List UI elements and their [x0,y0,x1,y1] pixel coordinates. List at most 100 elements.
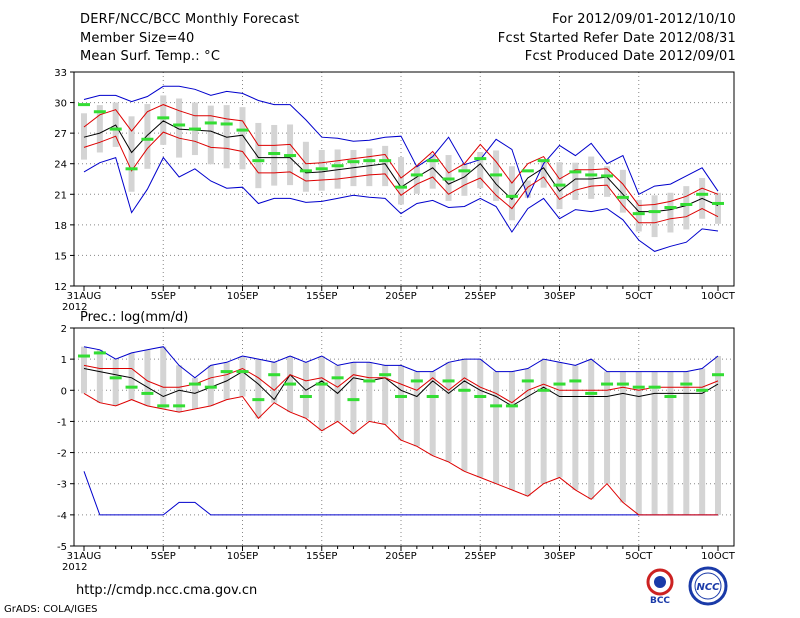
prec-spread-box [477,359,484,478]
prec-observation-mark [252,398,265,402]
temp-spread-box [271,124,278,186]
prec-observation-mark [648,385,661,389]
prec-spread-box [619,371,626,503]
temp-observation-mark [204,121,217,125]
prec-y-tick-label: 2 [61,324,67,335]
temp-y-tick-label: 33 [54,68,67,79]
temp-observation-mark [696,192,709,196]
prec-max-blue-line [83,346,719,379]
temp-spread-box [160,95,167,145]
temp-x-tick-label: 25SEP [465,291,496,302]
temp-spread-box [128,116,135,192]
prec-x-tick-label: 5OCT [625,551,653,562]
temp-observation-mark [537,159,550,163]
temp-spread-box [651,195,658,238]
prec-observation-mark [616,382,629,386]
temp-spread-box [366,148,373,187]
prec-x-tick-label: 10SEP [227,551,258,562]
temp-spread-box [255,122,262,189]
prec-x-tick-label: 31AUG [67,551,102,562]
temp-spread-box [572,162,579,200]
temp-y-tick-label: 18 [54,221,67,232]
temp-y-tick-label: 30 [54,99,67,110]
temp-spread-box [398,157,404,205]
prec-observation-mark [204,385,217,389]
temp-spread-box [683,186,690,230]
prec-observation-mark [569,379,582,383]
temp-spread-box [619,169,626,213]
temp-spread-box [604,166,611,197]
temp-spread-box [540,160,547,188]
prec-observation-mark [505,404,518,408]
temp-spread-box [96,105,103,153]
prec-observation-mark [521,379,534,383]
prec-observation-mark [331,376,344,380]
prec-min-spread-line [83,392,718,516]
prec-spread-box [96,349,103,403]
temp-spread-box [81,113,87,160]
temp-spread-box [239,107,246,170]
temp-observation-mark [680,202,693,206]
temp-y-tick-label: 27 [54,129,67,140]
prec-spread-box [239,356,246,397]
prec-spread-box [683,371,690,515]
temp-y-tick-label: 15 [54,251,67,262]
prec-observation-mark [141,391,154,395]
prec-observation-mark [585,391,598,395]
prec-spread-box [635,371,642,515]
temp-observation-mark [188,127,201,131]
prec-spread-box [461,359,468,472]
temp-observation-mark [585,173,598,177]
prec-observation-mark [78,354,90,358]
temp-observation-mark [632,212,645,216]
temp-observation-mark [410,173,423,177]
prec-observation-mark [537,388,550,392]
prec-observation-mark [220,370,233,374]
prec-spread-box [128,352,135,400]
prec-spread-box [508,371,515,490]
prec-observation-mark [442,379,455,383]
prec-spread-box [366,362,373,422]
temp-y-tick-label: 12 [54,282,67,293]
prec-observation-mark [284,382,297,386]
prec-spread-box [715,356,721,515]
prec-observation-mark [426,395,439,399]
prec-spread-box [493,371,500,484]
prec-spread-box [429,371,436,456]
prec-spread-box [699,368,706,515]
prec-observation-mark [474,395,487,399]
temp-spread-box [588,156,595,199]
bcc-logo-text: BCC [650,596,670,606]
temp-observation-mark [268,152,281,156]
temp-observation-mark [141,137,154,141]
temp-x-tick-label: 20SEP [385,291,416,302]
temp-spread-box [715,192,721,224]
prec-observation-mark [188,382,201,386]
prec-spread-box [112,359,119,406]
source-url[interactable]: http://cmdp.ncc.cma.gov.cn [76,583,258,598]
prec-observation-mark [173,404,186,408]
temp-observation-mark [93,110,106,114]
temp-x-tick-label: 10OCT [701,291,736,302]
prec-y-tick-label: -5 [57,542,67,553]
temp-observation-mark [78,103,90,107]
temp-x-tick-label: 10SEP [227,291,258,302]
temp-spread-box [524,180,531,198]
prec-observation-mark [553,382,566,386]
temp-observation-mark [236,128,249,132]
temp-observation-mark [284,154,297,158]
temp-spread-box [207,105,214,165]
prec-spread-box [207,365,214,406]
prec-observation-mark [157,404,170,408]
temp-spread-box [667,192,674,233]
temp-x-tick-label: 5SEP [151,291,176,302]
temp-spread-box [144,104,151,169]
prec-mean-line [83,368,719,407]
prec-x-tick-label: 25SEP [465,551,496,562]
temp-spread-box [176,98,183,158]
prec-y-tick-label: -1 [57,417,67,428]
temp-observation-mark [442,177,455,181]
prec-spread-box [350,362,357,434]
temp-x-tick-label: 30SEP [544,291,575,302]
